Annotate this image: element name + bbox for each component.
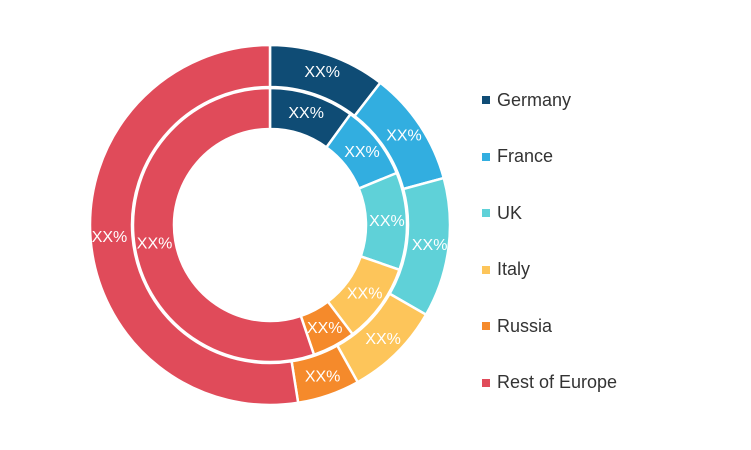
- legend-label: Germany: [497, 89, 572, 110]
- inner-label-italy: XX%: [347, 285, 383, 302]
- legend-item-germany[interactable]: Germany: [482, 72, 617, 129]
- legend-swatch: [482, 96, 490, 105]
- outer-label-uk: XX%: [412, 237, 448, 254]
- outer-label-rest-of-europe: XX%: [92, 229, 128, 246]
- legend-item-rest-of-europe[interactable]: Rest of Europe: [482, 355, 617, 412]
- inner-slice-rest-of-europe[interactable]: [131, 86, 316, 364]
- outer-label-italy: XX%: [365, 331, 401, 348]
- legend-swatch: [482, 378, 490, 387]
- inner-label-rest-of-europe: XX%: [137, 236, 173, 253]
- legend-swatch: [482, 152, 490, 161]
- inner-label-uk: XX%: [369, 213, 405, 230]
- legend-swatch: [482, 322, 490, 331]
- legend-label: Italy: [497, 259, 531, 280]
- legend-swatch: [482, 265, 490, 274]
- inner-label-germany: XX%: [288, 105, 324, 122]
- legend-item-uk[interactable]: UK: [482, 185, 617, 242]
- legend-label: UK: [497, 202, 523, 223]
- legend-item-italy[interactable]: Italy: [482, 242, 617, 299]
- inner-ring: [131, 86, 409, 364]
- segment-labels: XX% XX% XX% XX% XX% XX% XX% XX% XX% XX% XX% XX%: [92, 64, 448, 385]
- outer-label-germany: XX%: [304, 64, 340, 81]
- legend-item-russia[interactable]: Russia: [482, 298, 617, 355]
- legend-label: France: [497, 146, 554, 167]
- legend-swatch: [482, 209, 490, 218]
- inner-label-france: XX%: [344, 144, 380, 161]
- legend-label: Rest of Europe: [497, 372, 618, 393]
- outer-label-france: XX%: [386, 127, 422, 144]
- inner-label-russia: XX%: [307, 320, 343, 337]
- legend-item-france[interactable]: France: [482, 129, 617, 186]
- outer-label-russia: XX%: [305, 369, 341, 386]
- legend-label: Russia: [497, 315, 553, 336]
- legend: Germany France UK Italy Russia Rest of E…: [482, 72, 617, 411]
